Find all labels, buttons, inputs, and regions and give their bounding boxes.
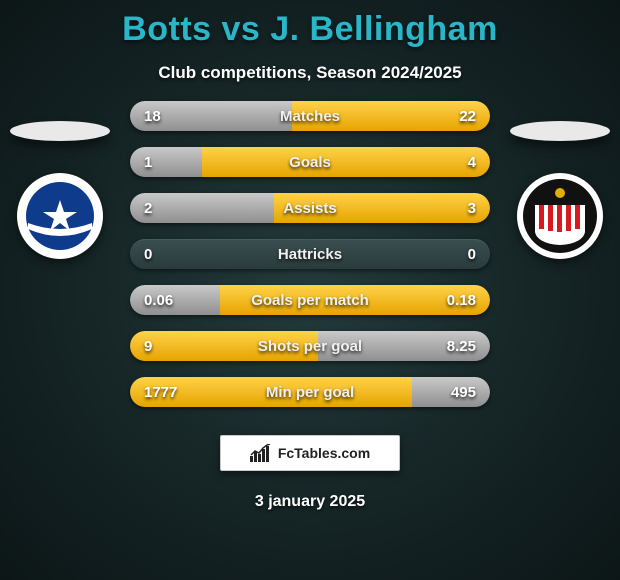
stat-fill-right (412, 377, 490, 407)
comparison-area: Matches1822 Goals14 Assists23 Hattricks0 0 Go… (0, 101, 620, 407)
player-left-shadow (10, 121, 110, 141)
stat-row: Matches1822 (130, 101, 490, 131)
player-left-column (0, 101, 120, 259)
stat-fill-left (130, 193, 274, 223)
stat-row: Goals per match0.060.18 (130, 285, 490, 315)
stat-fill-left (130, 377, 412, 407)
player-right-shadow (510, 121, 610, 141)
page-title: Botts vs J. Bellingham (0, 10, 620, 49)
stat-value-left: 0 (144, 239, 152, 269)
stat-fill-right (274, 193, 490, 223)
club-crest-left-icon (17, 173, 103, 259)
page-subtitle: Club competitions, Season 2024/2025 (0, 63, 620, 83)
stat-row: Goals14 (130, 147, 490, 177)
stat-fill-left (130, 147, 202, 177)
stat-fill-right (220, 285, 490, 315)
player-right-column (500, 101, 620, 259)
stat-fill-right (202, 147, 490, 177)
stat-fill-right (292, 101, 490, 131)
brand-chart-icon (250, 444, 272, 462)
footer-date: 3 january 2025 (0, 493, 620, 511)
stat-row: Hattricks0 0 (130, 239, 490, 269)
stat-fill-left (130, 285, 220, 315)
stat-value-right: 0 (468, 239, 476, 269)
club-crest-right-icon (517, 173, 603, 259)
stat-fill-left (130, 331, 318, 361)
club-badge-left (17, 173, 103, 259)
stat-label: Hattricks (130, 239, 490, 269)
stat-fill-left (130, 101, 292, 131)
stat-row: Shots per goal98.25 (130, 331, 490, 361)
stat-fill-right (318, 331, 490, 361)
brand-text: FcTables.com (278, 445, 370, 461)
club-badge-right (517, 173, 603, 259)
stat-bars: Matches1822 Goals14 Assists23 Hattricks0 0 Go… (130, 101, 490, 407)
stat-row: Assists23 (130, 193, 490, 223)
stat-row: Min per goal1777495 (130, 377, 490, 407)
brand-box[interactable]: FcTables.com (220, 435, 400, 471)
